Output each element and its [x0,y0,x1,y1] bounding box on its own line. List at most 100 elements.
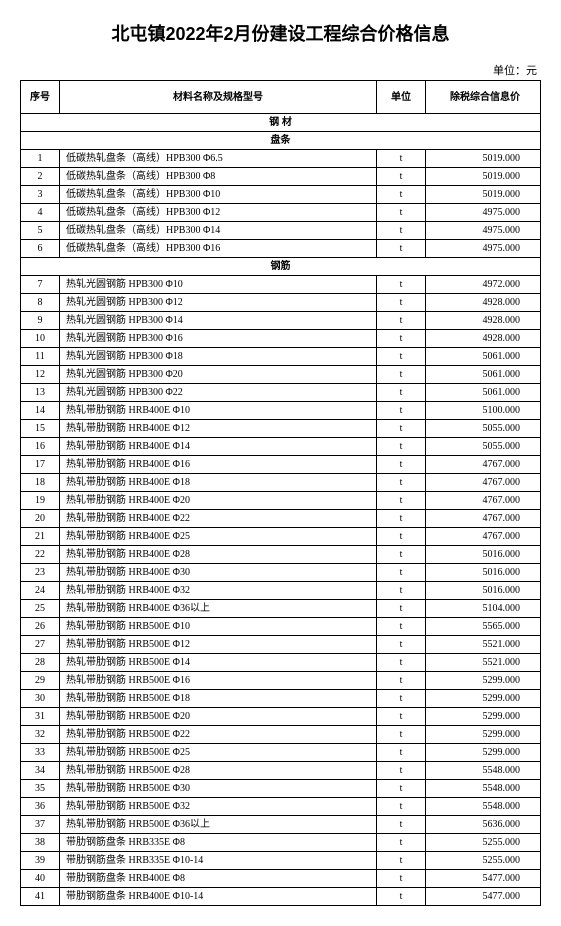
table-row: 38带肋钢筋盘条 HRB335E Φ8t5255.000 [21,834,541,852]
cell-unit: t [377,636,426,654]
cell-unit: t [377,150,426,168]
cell-idx: 40 [21,870,60,888]
cell-idx: 25 [21,600,60,618]
cell-unit: t [377,726,426,744]
cell-unit: t [377,780,426,798]
cell-price: 4767.000 [426,474,541,492]
cell-price: 5255.000 [426,852,541,870]
table-row: 17热轧带肋钢筋 HRB400E Φ16t4767.000 [21,456,541,474]
cell-price: 5019.000 [426,186,541,204]
cell-name: 热轧带肋钢筋 HRB400E Φ22 [60,510,377,528]
cell-name: 带肋钢筋盘条 HRB400E Φ10-14 [60,888,377,906]
cell-unit: t [377,870,426,888]
cell-unit: t [377,654,426,672]
table-row: 25热轧带肋钢筋 HRB400E Φ36以上t5104.000 [21,600,541,618]
cell-price: 4767.000 [426,528,541,546]
cell-unit: t [377,546,426,564]
cell-price: 5521.000 [426,636,541,654]
cell-idx: 27 [21,636,60,654]
cell-price: 5636.000 [426,816,541,834]
cell-price: 5299.000 [426,672,541,690]
cell-name: 热轧光圆钢筋 HPB300 Φ16 [60,330,377,348]
cell-name: 低碳热轧盘条（高线）HPB300 Φ10 [60,186,377,204]
cell-price: 5299.000 [426,690,541,708]
section-row: 盘条 [21,132,541,150]
cell-name: 热轧带肋钢筋 HRB500E Φ22 [60,726,377,744]
cell-idx: 11 [21,348,60,366]
cell-unit: t [377,312,426,330]
cell-price: 5016.000 [426,582,541,600]
cell-name: 低碳热轧盘条（高线）HPB300 Φ12 [60,204,377,222]
cell-idx: 35 [21,780,60,798]
table-row: 24热轧带肋钢筋 HRB400E Φ32t5016.000 [21,582,541,600]
table-row: 37热轧带肋钢筋 HRB500E Φ36以上t5636.000 [21,816,541,834]
cell-idx: 26 [21,618,60,636]
table-row: 7热轧光圆钢筋 HPB300 Φ10t4972.000 [21,276,541,294]
table-row: 3低碳热轧盘条（高线）HPB300 Φ10t5019.000 [21,186,541,204]
cell-unit: t [377,348,426,366]
cell-name: 带肋钢筋盘条 HRB335E Φ8 [60,834,377,852]
cell-idx: 36 [21,798,60,816]
table-row: 14热轧带肋钢筋 HRB400E Φ10t5100.000 [21,402,541,420]
cell-name: 热轧带肋钢筋 HRB500E Φ10 [60,618,377,636]
section-label: 钢筋 [21,258,541,276]
cell-idx: 23 [21,564,60,582]
cell-name: 热轧带肋钢筋 HRB500E Φ12 [60,636,377,654]
col-unit: 单位 [377,81,426,114]
cell-price: 5255.000 [426,834,541,852]
cell-price: 4975.000 [426,240,541,258]
cell-unit: t [377,294,426,312]
cell-idx: 39 [21,852,60,870]
cell-name: 热轧带肋钢筋 HRB400E Φ36以上 [60,600,377,618]
table-row: 11热轧光圆钢筋 HPB300 Φ18t5061.000 [21,348,541,366]
cell-price: 5055.000 [426,420,541,438]
cell-unit: t [377,744,426,762]
cell-price: 5061.000 [426,348,541,366]
cell-unit: t [377,528,426,546]
cell-idx: 31 [21,708,60,726]
col-idx: 序号 [21,81,60,114]
cell-name: 热轧带肋钢筋 HRB400E Φ16 [60,456,377,474]
table-row: 34热轧带肋钢筋 HRB500E Φ28t5548.000 [21,762,541,780]
table-row: 15热轧带肋钢筋 HRB400E Φ12t5055.000 [21,420,541,438]
cell-name: 带肋钢筋盘条 HRB335E Φ10-14 [60,852,377,870]
cell-name: 热轧光圆钢筋 HPB300 Φ22 [60,384,377,402]
cell-name: 热轧带肋钢筋 HRB400E Φ14 [60,438,377,456]
cell-unit: t [377,888,426,906]
unit-label: 单位：元 [20,62,541,78]
cell-name: 低碳热轧盘条（高线）HPB300 Φ14 [60,222,377,240]
cell-price: 5055.000 [426,438,541,456]
table-row: 21热轧带肋钢筋 HRB400E Φ25t4767.000 [21,528,541,546]
section-label: 盘条 [21,132,541,150]
cell-unit: t [377,240,426,258]
cell-idx: 21 [21,528,60,546]
section-row: 钢 材 [21,114,541,132]
cell-name: 热轧光圆钢筋 HPB300 Φ10 [60,276,377,294]
cell-price: 4928.000 [426,294,541,312]
cell-unit: t [377,600,426,618]
section-row: 钢筋 [21,258,541,276]
cell-idx: 32 [21,726,60,744]
cell-price: 4972.000 [426,276,541,294]
table-row: 36热轧带肋钢筋 HRB500E Φ32t5548.000 [21,798,541,816]
cell-price: 5019.000 [426,150,541,168]
table-row: 4低碳热轧盘条（高线）HPB300 Φ12t4975.000 [21,204,541,222]
price-table: 序号 材料名称及规格型号 单位 除税综合信息价 钢 材盘条1低碳热轧盘条（高线）… [20,80,541,906]
cell-name: 热轧带肋钢筋 HRB500E Φ28 [60,762,377,780]
cell-idx: 33 [21,744,60,762]
cell-name: 热轧光圆钢筋 HPB300 Φ20 [60,366,377,384]
cell-price: 4767.000 [426,510,541,528]
table-row: 23热轧带肋钢筋 HRB400E Φ30t5016.000 [21,564,541,582]
cell-price: 5477.000 [426,870,541,888]
cell-name: 热轧带肋钢筋 HRB500E Φ32 [60,798,377,816]
table-row: 19热轧带肋钢筋 HRB400E Φ20t4767.000 [21,492,541,510]
table-row: 40带肋钢筋盘条 HRB400E Φ8t5477.000 [21,870,541,888]
cell-price: 5477.000 [426,888,541,906]
cell-price: 5548.000 [426,762,541,780]
cell-name: 低碳热轧盘条（高线）HPB300 Φ16 [60,240,377,258]
cell-idx: 29 [21,672,60,690]
table-row: 12热轧光圆钢筋 HPB300 Φ20t5061.000 [21,366,541,384]
header-row: 序号 材料名称及规格型号 单位 除税综合信息价 [21,81,541,114]
cell-price: 5548.000 [426,780,541,798]
cell-price: 5100.000 [426,402,541,420]
